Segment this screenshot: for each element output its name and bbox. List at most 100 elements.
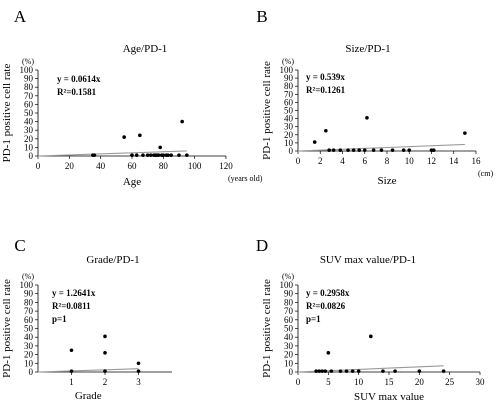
panel-d-annotation: y = 0.2958x: [306, 288, 350, 298]
panel-d-data-point: [323, 369, 328, 373]
panel-b-y-tick-label: 60: [284, 97, 294, 107]
panel-a-y-tick-label: 20: [24, 134, 34, 144]
panel-d-y-tick-label: 100: [280, 280, 294, 290]
panel-b-data-point: [401, 148, 406, 152]
panel-a-x-tick-label: 20: [65, 161, 75, 171]
panel-c-annotation: R²=0.0811: [52, 301, 91, 311]
panel-d-data-point: [338, 369, 343, 373]
panel-b-data-point: [371, 148, 376, 152]
panel-d-x-tick-label: 20: [415, 377, 425, 387]
panel-d-data-point: [381, 369, 385, 373]
panel-b-data-point: [338, 148, 343, 152]
panel-d-data-point: [441, 369, 446, 373]
panel-a-data-point: [158, 145, 162, 150]
panel-b-data-point: [324, 128, 328, 133]
panel-c-y-tick-label: 10: [24, 358, 34, 368]
panel-b-x-label: Size: [378, 175, 397, 187]
panel-c-y-tick-label: 0: [29, 367, 34, 377]
panel-a-y-tick-label: 30: [24, 125, 34, 135]
panel-c-x-tick-label: 2: [103, 377, 108, 387]
panel-d-y-unit: (%): [282, 272, 294, 281]
panel-b-data-point: [379, 148, 384, 152]
panel-a-y-tick-label: 100: [20, 65, 34, 75]
panel-a-x-unit: (years old): [228, 174, 263, 183]
panel-c-data-point: [136, 361, 141, 366]
panel-c-data-point: [103, 334, 107, 339]
panel-b-x-tick-label: 12: [427, 156, 436, 166]
panel-b-y-tick-label: 20: [284, 130, 294, 140]
panel-b-x-tick-label: 10: [405, 156, 415, 166]
panel-b-x-tick-label: 16: [472, 156, 482, 166]
panel-d-x-tick-label: 30: [476, 377, 486, 387]
panel-a-x-tick-label: 60: [128, 161, 138, 171]
panel-c-y-tick-label: 80: [24, 297, 34, 307]
panel-b-x-tick-label: 2: [318, 156, 323, 166]
panel-a-data-point: [138, 133, 142, 138]
panel-a-y-tick-label: 90: [24, 74, 34, 84]
panel-d-data-point: [320, 369, 325, 373]
panel-b-title: Size/PD-1: [345, 43, 390, 55]
panel-d-annotation: p=1: [306, 314, 321, 324]
panel-d-y-label: PD-1 positive cell rate: [261, 279, 273, 378]
panel-c-y-label: PD-1 positive cell rate: [1, 279, 13, 378]
panel-b-y-tick-label: 10: [284, 138, 294, 148]
panel-a-data-point: [92, 153, 97, 157]
panel-c-y-tick-label: 30: [24, 341, 34, 351]
panel-a-x-tick-label: 120: [219, 161, 233, 171]
panel-a-data-point: [180, 119, 184, 124]
panel-a-y-tick-label: 80: [24, 82, 34, 92]
panel-b-x-tick-label: 14: [449, 156, 459, 166]
panel-d-x-tick-label: 25: [445, 377, 455, 387]
panel-d-y-tick-label: 30: [284, 341, 294, 351]
panel-a-data-point: [141, 153, 145, 157]
panel-d-y-tick-label: 80: [284, 297, 294, 307]
panel-a-y-label: PD-1 positive cell rate: [1, 64, 13, 163]
panel-a-x-tick-label: 80: [159, 161, 169, 171]
panel-d-y-tick-label: 0: [289, 367, 294, 377]
panel-d-data-point: [356, 369, 361, 373]
panel-d-title: SUV max value/PD-1: [320, 254, 416, 266]
panel-d-data-point: [314, 369, 319, 373]
panel-d-y-tick-label: 20: [284, 350, 294, 360]
panel-b-y-tick-label: 90: [284, 73, 294, 83]
panel-d-data-point: [344, 369, 349, 373]
panel-a-data-point: [156, 153, 161, 157]
panel-c-data-point: [103, 369, 107, 373]
panel-c-y-unit: (%): [22, 272, 34, 281]
panel-d-data-point: [350, 369, 355, 373]
panel-a-data-point: [169, 153, 173, 157]
panel-a-data-point: [177, 153, 181, 157]
panel-d-x-label: SUV max value: [354, 391, 424, 403]
panel-d-letter: D: [256, 236, 268, 255]
panel-a-data-point: [166, 153, 170, 157]
panel-a-data-point: [145, 153, 150, 157]
panel-d-y-tick-label: 40: [284, 332, 294, 342]
panel-c-y-tick-label: 70: [24, 306, 34, 316]
panel-d-y-tick-label: 90: [284, 289, 294, 299]
panel-b-data-point: [351, 148, 356, 152]
panel-c-data-point: [136, 369, 141, 373]
panel-c-x-tick-label: 3: [136, 377, 141, 387]
panel-a-data-point: [130, 153, 134, 157]
panel-b-y-tick-label: 0: [289, 146, 294, 156]
panel-a-letter: A: [14, 7, 27, 26]
panel-a-y-tick-label: 10: [24, 142, 34, 152]
panel-b-annotation: R²=0.1261: [306, 85, 346, 95]
panel-b-letter: B: [256, 7, 267, 26]
panel-c-y-tick-label: 20: [24, 350, 34, 360]
panel-b-annotation: y = 0.539x: [306, 72, 345, 82]
panel-b-data-point: [331, 148, 336, 152]
panel-d-x-tick-label: 0: [296, 377, 301, 387]
panel-a-x-label: Age: [123, 176, 141, 188]
panel-c-y-tick-label: 60: [24, 315, 34, 325]
panel-b-y-label: PD-1 positive cell rate: [261, 61, 273, 160]
panel-d-x-tick-label: 15: [385, 377, 395, 387]
panel-b-data-point: [327, 148, 331, 152]
panel-a-x-tick-label: 100: [188, 161, 202, 171]
panel-c-title: Grade/PD-1: [86, 254, 139, 266]
panel-d-y-tick-label: 70: [284, 306, 294, 316]
panel-c-data-point: [69, 369, 74, 373]
panel-b-y-tick-label: 100: [280, 65, 294, 75]
panel-d-data-point: [317, 369, 322, 373]
